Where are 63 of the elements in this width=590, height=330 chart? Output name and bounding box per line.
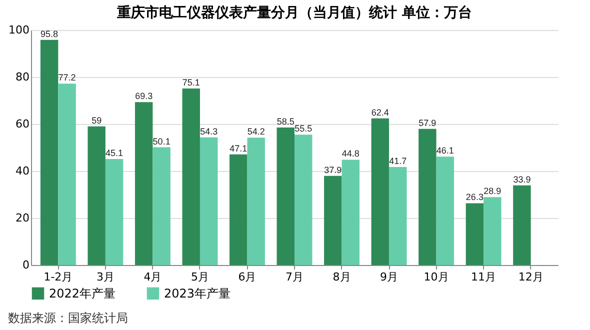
chart-title: 重庆市电工仪器仪表产量分月（当月值）统计 单位：万台 — [116, 4, 472, 21]
data-label: 77.2 — [58, 72, 76, 83]
data-label: 37.9 — [324, 164, 342, 175]
x-tick-label: 9月 — [380, 270, 398, 284]
data-label: 59 — [92, 115, 102, 126]
data-label: 44.8 — [342, 148, 360, 159]
legend-label: 2022年产量 — [49, 286, 116, 300]
bar — [324, 176, 342, 265]
data-label: 57.9 — [418, 118, 436, 128]
data-label: 75.1 — [182, 78, 200, 88]
bar — [466, 203, 484, 265]
bar — [294, 134, 312, 265]
bar — [436, 156, 454, 265]
x-tick-label: 10月 — [424, 270, 449, 284]
data-label: 69.3 — [135, 91, 153, 102]
x-tick-label: 3月 — [96, 270, 114, 284]
source-note: 数据来源：国家统计局 — [7, 310, 129, 327]
bar — [418, 128, 436, 265]
y-tick-label: 20 — [16, 212, 30, 224]
data-label: 33.9 — [513, 174, 531, 184]
bar — [200, 137, 218, 265]
x-tick-label: 11月 — [471, 270, 496, 284]
y-tick-label: 0 — [22, 258, 30, 272]
bar — [134, 102, 153, 265]
x-tick-label: 12月 — [518, 270, 544, 284]
bar — [230, 154, 248, 265]
data-label: 50.1 — [152, 136, 170, 146]
data-label: 28.9 — [484, 186, 502, 196]
x-tick-label: 7月 — [286, 270, 304, 284]
data-label: 62.4 — [371, 107, 389, 118]
bar — [247, 138, 265, 265]
data-label: 26.3 — [466, 192, 484, 202]
bar — [105, 159, 124, 265]
y-tick-label: 60 — [16, 118, 30, 130]
x-tick-label: 8月 — [332, 270, 351, 284]
bar — [40, 40, 58, 265]
x-tick-label: 1-2月 — [44, 270, 73, 284]
y-tick-label: 80 — [16, 70, 30, 84]
bar — [484, 197, 502, 265]
bar — [152, 147, 170, 265]
data-label: 55.5 — [294, 124, 312, 134]
data-label: 95.8 — [40, 28, 58, 39]
x-tick-label: 6月 — [238, 270, 256, 284]
bar — [342, 160, 360, 265]
bar — [88, 126, 106, 265]
bar — [276, 128, 294, 265]
data-label: 58.5 — [276, 116, 294, 127]
data-label: 46.1 — [436, 146, 454, 156]
y-tick-label: 40 — [16, 164, 30, 178]
bar — [389, 167, 407, 265]
bar — [58, 84, 76, 265]
y-tick-label: 100 — [8, 24, 30, 36]
bar — [371, 118, 390, 265]
bar — [513, 185, 531, 265]
data-label: 47.1 — [230, 143, 248, 154]
legend-label: 2023年产量 — [164, 286, 231, 300]
x-tick-label: 5月 — [190, 270, 209, 284]
data-label: 54.3 — [200, 126, 218, 136]
data-label: 45.1 — [106, 148, 124, 158]
data-label: 41.7 — [389, 156, 407, 166]
data-label: 54.2 — [247, 126, 265, 137]
x-tick-label: 4月 — [144, 270, 162, 284]
bar — [182, 88, 200, 265]
